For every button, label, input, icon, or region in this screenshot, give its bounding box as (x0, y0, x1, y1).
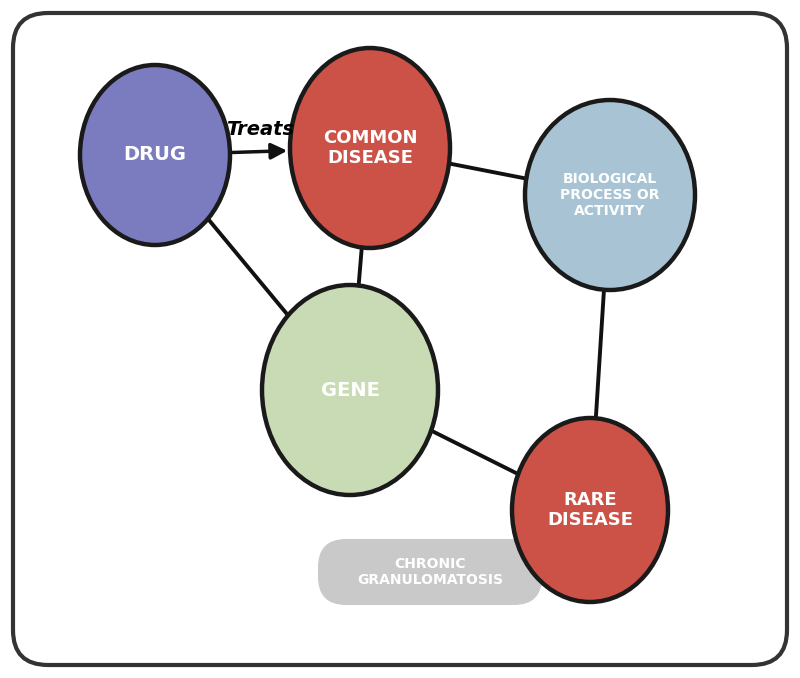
Text: RARE
DISEASE: RARE DISEASE (547, 491, 633, 530)
Text: BIOLOGICAL
PROCESS OR
ACTIVITY: BIOLOGICAL PROCESS OR ACTIVITY (560, 172, 660, 218)
Text: COMMON
DISEASE: COMMON DISEASE (322, 129, 418, 167)
FancyBboxPatch shape (318, 539, 542, 605)
Ellipse shape (262, 285, 438, 495)
Text: DRUG: DRUG (123, 146, 186, 165)
Ellipse shape (512, 418, 668, 602)
Ellipse shape (80, 65, 230, 245)
Text: Treats: Treats (226, 120, 294, 139)
Text: GENE: GENE (321, 380, 379, 399)
Ellipse shape (525, 100, 695, 290)
FancyBboxPatch shape (13, 13, 787, 665)
Text: CHRONIC
GRANULOMATOSIS: CHRONIC GRANULOMATOSIS (357, 557, 503, 587)
Ellipse shape (290, 48, 450, 248)
